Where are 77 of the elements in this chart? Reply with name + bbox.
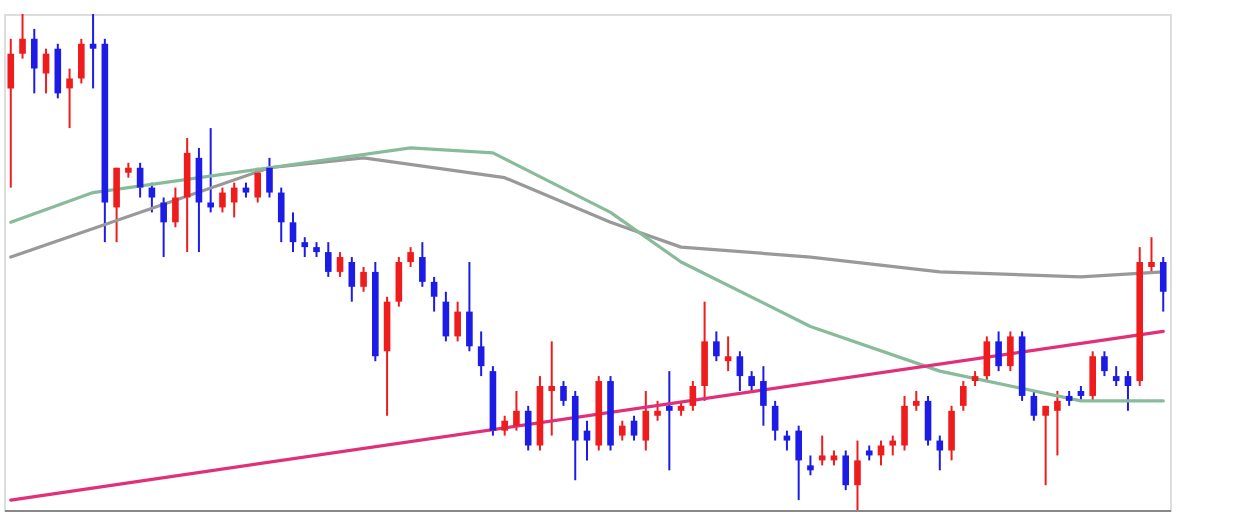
candlestick [948,404,955,462]
candlestick [760,365,767,427]
candlestick [1007,330,1014,373]
candlestick [513,389,520,432]
candlestick [736,350,744,392]
candlestick [713,330,720,363]
candlestick [901,394,908,452]
candlestick [560,380,567,407]
candlestick [419,241,426,288]
candlestick [301,236,309,259]
candlestick [807,454,814,477]
candlestick [289,211,297,254]
candlestick [689,380,697,412]
candlestick [666,370,673,472]
candlestick [783,429,791,452]
candlestick [854,439,861,511]
candlestick [324,241,332,278]
candlestick [771,399,779,442]
candlestick [1030,389,1038,422]
candlestick [583,419,591,462]
candlestick [842,449,850,492]
candlestick [7,37,15,189]
candlestick [395,256,403,308]
candlestick [172,186,179,229]
candlestick [795,424,802,502]
candlestick [19,13,26,60]
candlestick [160,196,167,259]
candlestick [618,419,626,442]
candlestick [1054,389,1061,457]
candlestick [230,181,238,219]
candlestick [148,181,156,214]
candlestick [818,434,826,467]
candlestick [42,47,50,95]
candlestick [724,335,732,373]
candlestick [936,434,944,472]
candlestick [630,414,638,442]
candlestick [207,127,214,214]
candlestick [30,27,38,95]
candlestick [89,13,97,90]
candlestick [183,137,191,254]
candlestick [477,330,485,378]
candlestick [748,370,755,392]
candlestick [336,251,344,278]
candlestick [1101,350,1108,378]
candlestick [1089,350,1096,402]
candlestick [924,394,932,447]
candlestick [66,67,73,130]
candlestick [1159,256,1167,313]
candlestick [701,300,708,402]
candlestick [983,335,991,383]
candlestick [501,414,508,437]
candlestick [454,300,461,343]
candlestick [266,156,273,199]
candlestick [430,275,438,313]
candlestick [54,42,62,100]
candlestick [1042,404,1049,487]
candlestick [654,399,661,422]
candlestick [642,389,650,452]
candlestick [889,434,897,457]
candlestick [78,37,85,85]
candlestick [360,265,367,293]
candlestick [277,186,285,244]
candlestick [1148,236,1155,273]
candlestick [1124,370,1132,412]
candlestick [995,330,1002,373]
candlestick [136,161,144,199]
candlestick [524,404,532,452]
candlestick [548,340,556,437]
candlestick [1112,365,1120,387]
candlestick [466,261,473,353]
candlestick [113,166,120,244]
candlestick [912,389,920,412]
candlestick [571,389,579,482]
candlestick [960,380,967,412]
candlestick [407,246,414,268]
candlestick [219,186,226,214]
candlestick [348,256,356,303]
